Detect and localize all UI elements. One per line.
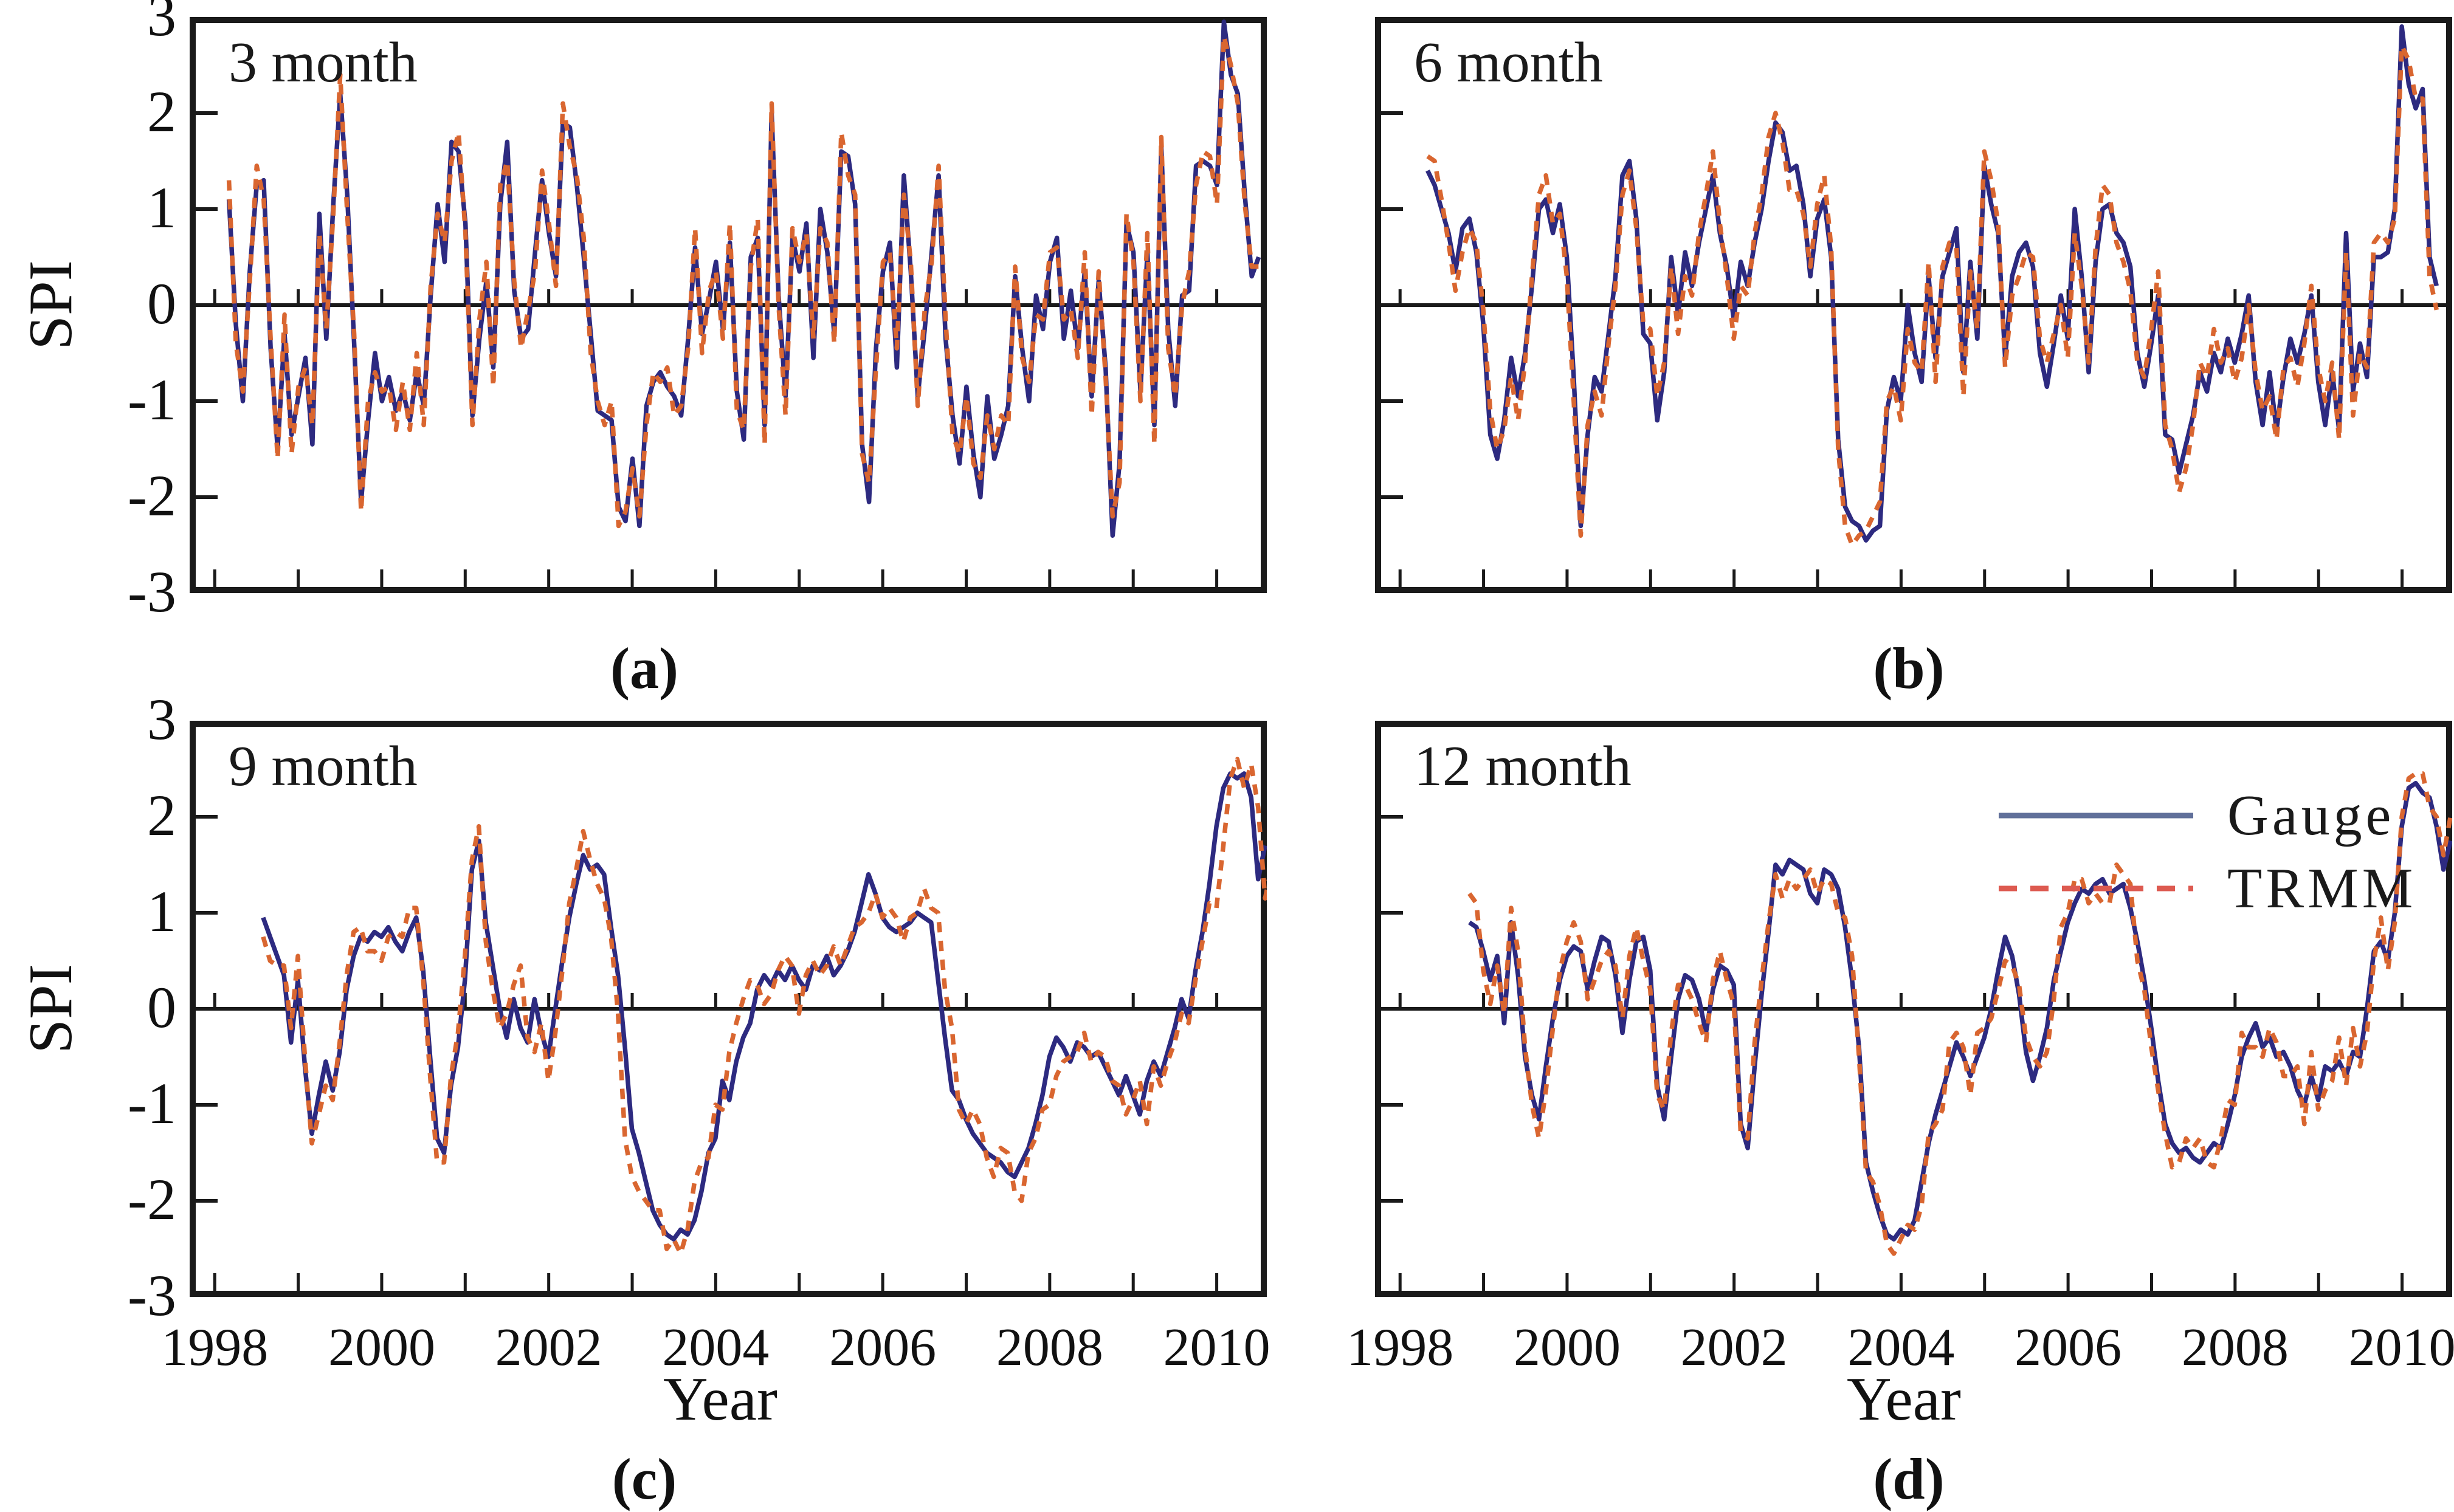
series-gauge-line	[226, 19, 1261, 538]
series-gauge-line	[261, 771, 1267, 1242]
gauge-line-sample-icon	[1999, 813, 2193, 819]
legend-item-trmm: TRMM	[1993, 852, 2416, 925]
series-trmm-line	[261, 757, 1267, 1256]
x-tick-label: 2000	[328, 1318, 435, 1377]
x-tick-label: 2010	[2348, 1318, 2454, 1377]
y-tick-label: -3	[128, 1263, 176, 1328]
y-tick-label: -1	[128, 367, 176, 433]
legend: Gauge TRMM	[1993, 779, 2416, 925]
y-tick-label: -2	[128, 1167, 176, 1232]
panel-title-3-month: 3 month	[229, 31, 418, 94]
y-tick-label: -3	[128, 559, 176, 625]
x-tick-label: 2006	[829, 1318, 937, 1377]
x-tick-label: 2002	[1680, 1318, 1788, 1377]
x-tick-label: 2006	[2015, 1318, 2122, 1377]
y-tick-label: 2	[147, 783, 176, 848]
x-tick-label: 1998	[161, 1318, 269, 1377]
y-tick-label: -2	[128, 463, 176, 529]
series-trmm-line	[1426, 43, 2439, 548]
y-axis-title-top: SPI	[16, 260, 85, 350]
panel-letter-a: (a)	[610, 636, 678, 701]
panel-title-12-month: 12 month	[1414, 735, 1632, 798]
legend-label-trmm: TRMM	[2227, 857, 2417, 920]
panel-letter-d: (d)	[1873, 1446, 1945, 1511]
panel-letter-b: (b)	[1873, 636, 1945, 701]
x-tick-label: 2004	[1847, 1318, 1955, 1377]
x-tick-label: 2000	[1513, 1318, 1621, 1377]
chart-6-month	[1375, 17, 2452, 593]
y-tick-label: 1	[147, 175, 176, 241]
x-tick-label: 2002	[495, 1318, 602, 1377]
chart-12-month	[1375, 721, 2452, 1297]
x-tick-label: 2004	[662, 1318, 770, 1377]
y-tick-label: 1	[147, 879, 176, 944]
panel-12-month: 12 month	[1375, 721, 2452, 1297]
trmm-dashed-line-sample-icon	[1999, 885, 2193, 892]
y-tick-label: 3	[147, 687, 176, 752]
legend-item-gauge: Gauge	[1993, 779, 2416, 852]
legend-label-gauge: Gauge	[2227, 784, 2395, 847]
panel-6-month: 6 month	[1375, 17, 2452, 593]
x-tick-label: 2010	[1163, 1318, 1270, 1377]
chart-3-month	[190, 17, 1267, 593]
chart-9-month	[190, 721, 1267, 1297]
series-gauge-line	[1425, 24, 2439, 543]
y-tick-label: 0	[147, 975, 176, 1040]
panel-letter-c: (c)	[612, 1446, 677, 1511]
panel-9-month: 9 month	[190, 721, 1267, 1297]
series-trmm-line	[226, 33, 1259, 529]
y-tick-label: -1	[128, 1071, 176, 1136]
panel-3-month: 3 month	[190, 17, 1267, 593]
series-trmm-line	[1467, 771, 2452, 1256]
x-tick-label: 2008	[2181, 1318, 2289, 1377]
y-tick-label: 3	[147, 0, 176, 49]
x-tick-label: 1998	[1346, 1318, 1454, 1377]
y-tick-label: 0	[147, 271, 176, 337]
x-tick-label: 2008	[996, 1318, 1103, 1377]
x-axis-title-c: Year	[663, 1365, 777, 1434]
panel-title-6-month: 6 month	[1414, 31, 1603, 94]
y-tick-label: 2	[147, 79, 176, 145]
y-axis-title-bottom: SPI	[16, 964, 85, 1054]
panel-title-9-month: 9 month	[229, 735, 418, 798]
x-axis-title-d: Year	[1847, 1365, 1961, 1434]
series-gauge-line	[1468, 780, 2452, 1242]
